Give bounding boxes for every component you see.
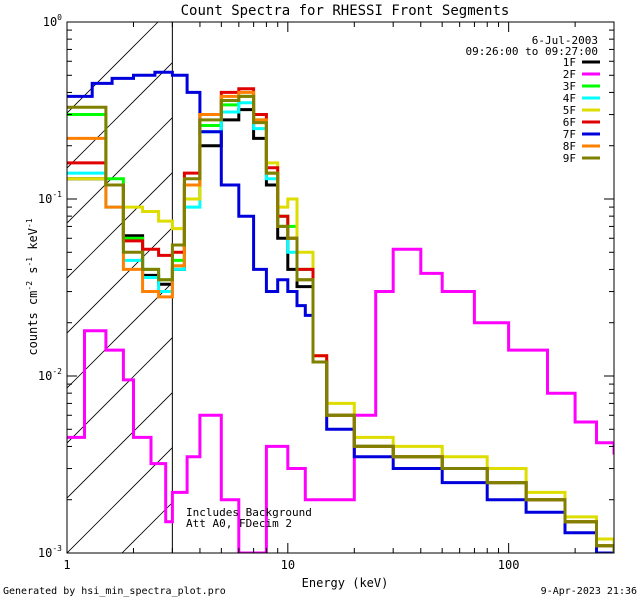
x-tick-label: 100: [498, 558, 520, 572]
legend-label-5F: 5F: [563, 104, 576, 117]
footer-timestamp: 9-Apr-2023 21:36: [541, 586, 637, 597]
hatch-line: [67, 282, 173, 389]
legend-label-3F: 3F: [563, 80, 576, 93]
footer-generated-by: Generated by hsi_min_spectra_plot.pro: [3, 586, 226, 597]
legend-label-9F: 9F: [563, 152, 576, 165]
series-line-1F: [67, 108, 614, 553]
legend-label-7F: 7F: [563, 128, 576, 141]
series-line-7F: [67, 70, 614, 553]
series-line-8F: [67, 90, 614, 553]
hatch-line: [67, 62, 173, 169]
x-tick-label: 10: [281, 558, 295, 572]
hatch-line: [452, 22, 640, 553]
x-tick-label: 1: [63, 558, 70, 572]
plot-frame: [66, 21, 615, 554]
hatch-line: [287, 22, 640, 553]
legend-label-8F: 8F: [563, 140, 576, 153]
series-line-2F: [67, 247, 614, 553]
hatch-line: [67, 172, 173, 279]
x-tick-labels: 1 10 100: [63, 558, 519, 572]
hatch-line: [232, 22, 640, 553]
y-tick-label: 10-3: [38, 544, 62, 560]
series-line-6F: [67, 87, 614, 553]
chart-title: Count Spectra for RHESSI Front Segments: [181, 3, 510, 19]
legend-label-6F: 6F: [563, 116, 576, 129]
y-tick-label: 10-2: [38, 367, 62, 383]
legend-time-range: 09:26:00 to 09:27:00: [466, 45, 598, 58]
series-line-3F: [67, 94, 614, 553]
legend: 6-Jul-2003 09:26:00 to 09:27:00 1F2F3F4F…: [466, 34, 600, 165]
legend-label-2F: 2F: [563, 68, 576, 81]
y-tick-label: 10-1: [38, 190, 62, 206]
legend-label-1F: 1F: [563, 56, 576, 69]
hatch-line: [67, 447, 173, 553]
hatch-line: [67, 22, 159, 114]
hatch-line: [342, 22, 640, 553]
hatch-line: [67, 392, 173, 499]
annotation-background: Includes Background: [186, 506, 312, 519]
series-line-4F: [67, 101, 614, 553]
hatched-region: [67, 22, 640, 553]
hatch-line: [397, 22, 640, 553]
hatch-line: [617, 22, 640, 553]
series-lines: [67, 70, 614, 553]
hatch-line: [67, 227, 173, 334]
y-tick-labels: 100 10-1 10-2 10-3: [38, 13, 62, 560]
series-line-5F: [67, 94, 614, 553]
x-axis-label: Energy (keV): [302, 576, 389, 590]
y-tick-label: 100: [43, 13, 62, 29]
legend-date: 6-Jul-2003: [532, 34, 598, 47]
legend-label-4F: 4F: [563, 92, 576, 105]
axis-ticks: [66, 21, 615, 554]
y-axis-label: counts cm-2 s-1 keV-1: [25, 218, 40, 355]
series-line-9F: [67, 94, 614, 553]
annotation-attenuator: Att A0, FDecim 2: [186, 517, 292, 530]
